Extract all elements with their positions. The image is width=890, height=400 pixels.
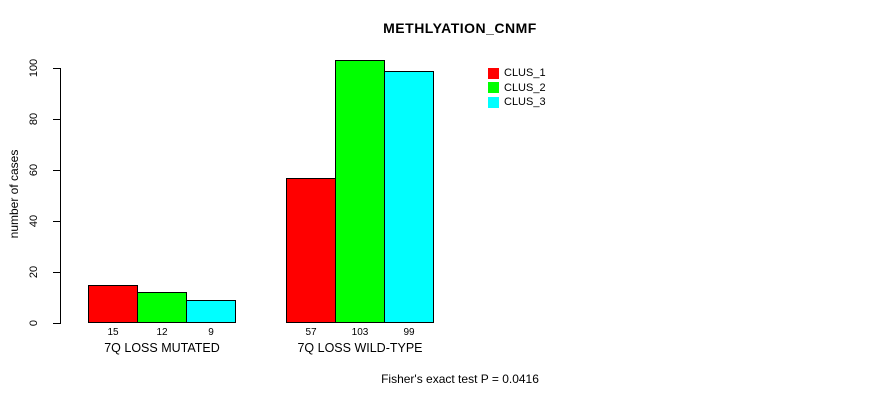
bar-clus_3-group1: [186, 300, 236, 323]
legend-label: CLUS_1: [504, 67, 546, 79]
y-axis-tick-label: 40: [28, 214, 40, 228]
y-axis-tick-label: 0: [28, 319, 40, 327]
bar-clus_2-group2: [335, 60, 385, 323]
legend: CLUS_1 CLUS_2 CLUS_3: [488, 67, 546, 111]
bar-clus_2-group1: [137, 292, 187, 323]
legend-swatch-icon: [488, 67, 499, 79]
category-label-group1: 7Q LOSS MUTATED: [104, 341, 220, 355]
statistical-test-annotation: Fisher's exact test P = 0.0416: [381, 372, 539, 386]
y-axis-tick: [53, 68, 60, 69]
category-label-group2: 7Q LOSS WILD-TYPE: [297, 341, 423, 355]
y-axis-label: number of cases: [7, 149, 21, 239]
legend-swatch-icon: [488, 96, 499, 108]
y-axis-tick: [53, 323, 60, 324]
bar-value-label: 103: [351, 327, 369, 338]
bar-value-label: 99: [403, 327, 415, 338]
bar-clus_3-group2: [384, 71, 434, 323]
legend-label: CLUS_2: [504, 81, 546, 94]
bar-value-label: 15: [107, 327, 119, 338]
bar-clus_1-group2: [286, 178, 336, 323]
bar-value-label: 12: [156, 327, 168, 338]
y-axis-tick-label: 60: [28, 163, 40, 177]
bar-value-label: 57: [305, 327, 317, 338]
y-axis-tick: [53, 119, 60, 120]
y-axis-tick-label: 20: [28, 265, 40, 279]
y-axis-line: [60, 68, 61, 324]
legend-item: CLUS_2: [488, 82, 546, 94]
y-axis-tick-label: 100: [28, 58, 40, 78]
y-axis-tick: [53, 221, 60, 222]
y-axis-tick-label: 80: [28, 112, 40, 126]
legend-item: CLUS_3: [488, 96, 546, 108]
y-axis-tick: [53, 170, 60, 171]
chart-title: METHLYATION_CNMF: [383, 20, 537, 36]
legend-label: CLUS_3: [504, 96, 546, 108]
bar-value-label: 9: [208, 327, 214, 338]
y-axis-tick: [53, 272, 60, 273]
legend-swatch-icon: [488, 82, 499, 93]
legend-item: CLUS_1: [488, 67, 546, 79]
bar-clus_1-group1: [88, 285, 138, 323]
